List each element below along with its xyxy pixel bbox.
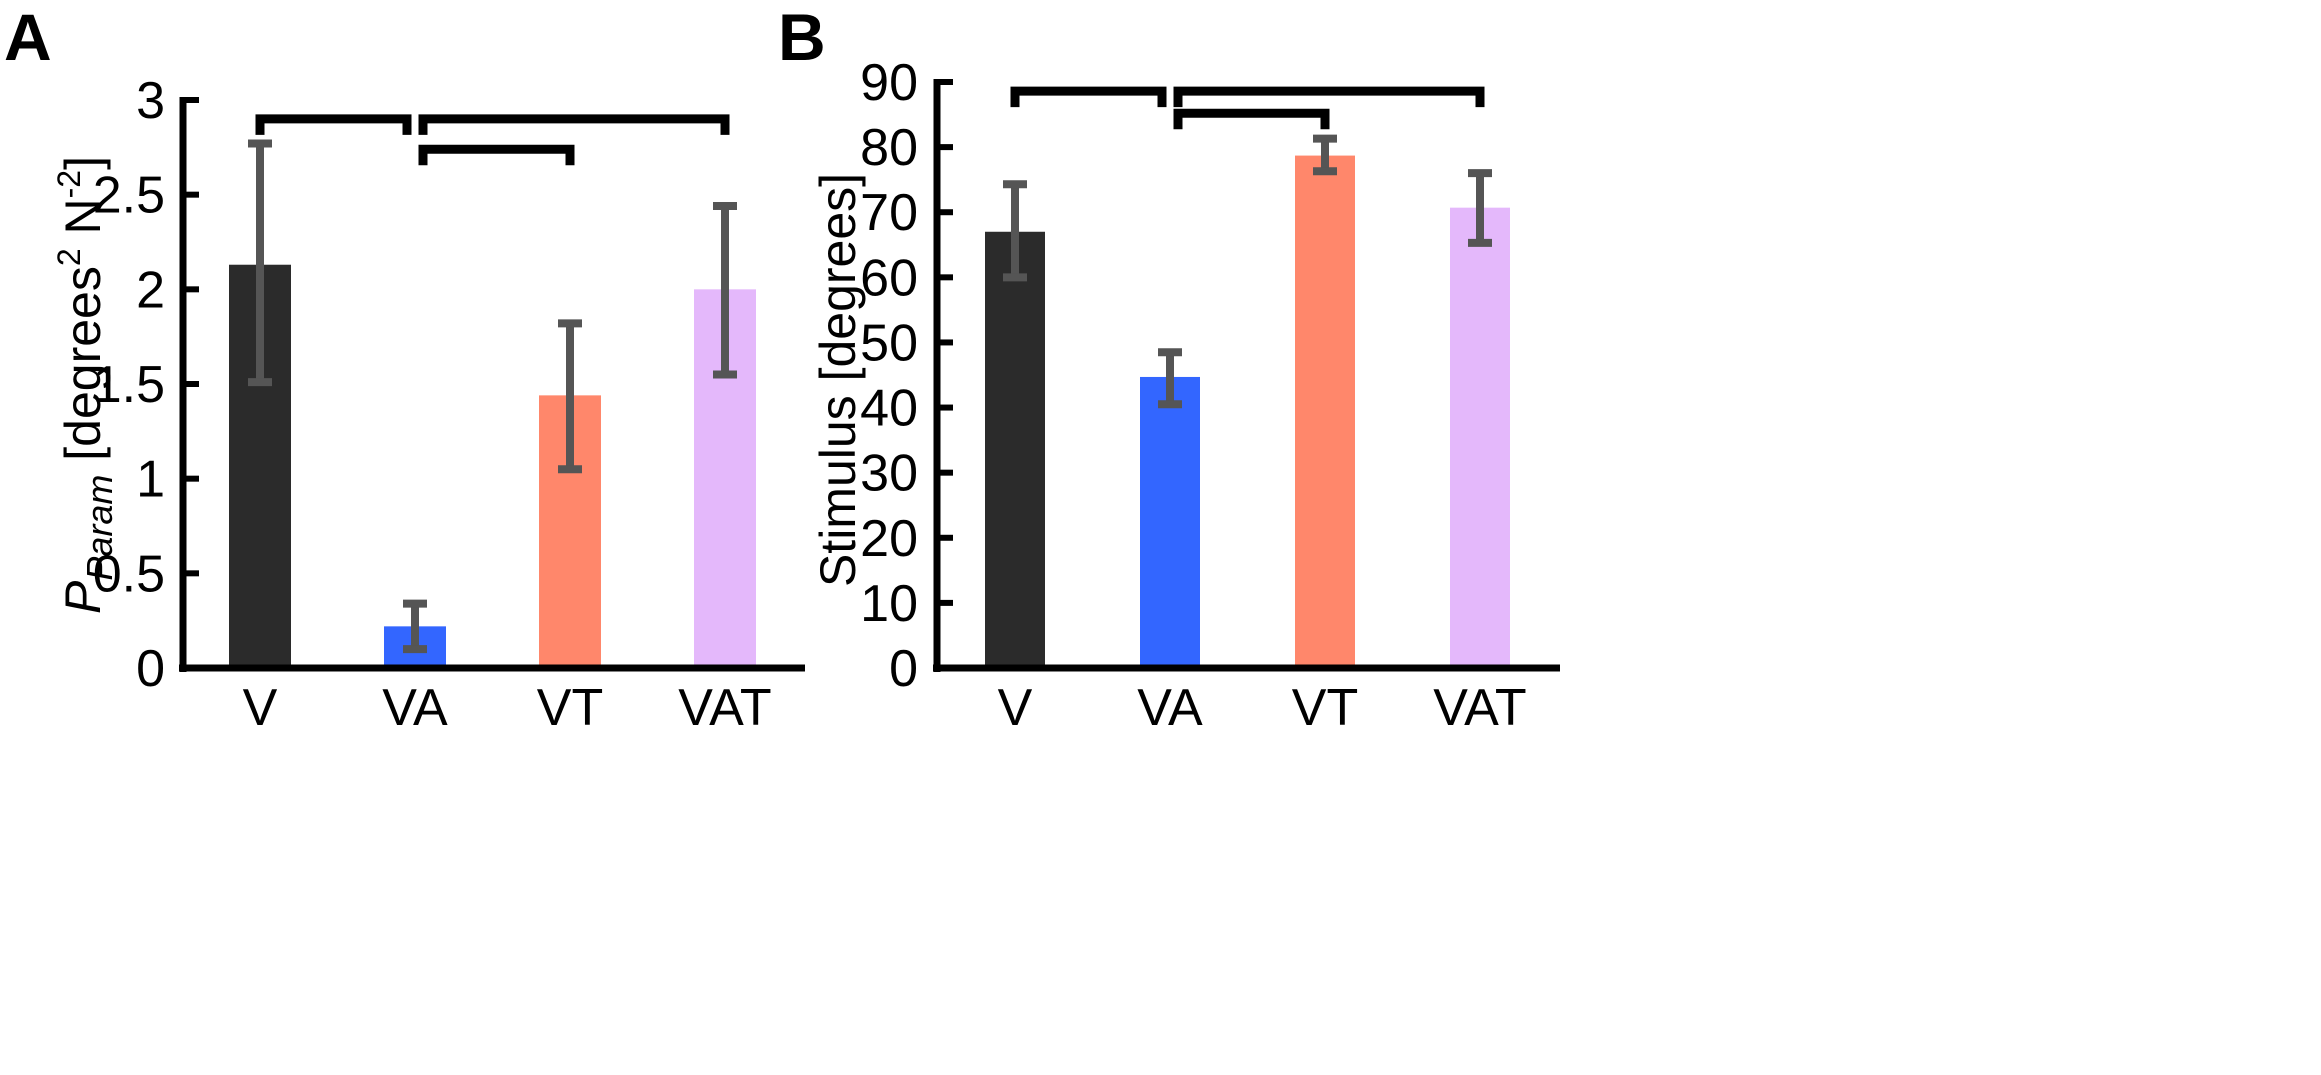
panel-a-x-tick-label-vt: VT — [537, 679, 603, 737]
panel-a-significance-bracket-va-vat — [418, 114, 730, 135]
panel-b-bar-va — [1140, 376, 1200, 668]
panel-b-significance-bracket-va-vt — [1173, 108, 1330, 130]
panel-a-y-tick-label: 1 — [136, 451, 165, 509]
panel-a-ylabel-sup2: -2 — [51, 170, 87, 198]
panel-b-y-tick-label: 10 — [860, 575, 918, 633]
panel-a-significance-bracket-va-vt — [418, 144, 575, 166]
panel-b-plot-area: 0 10 20 30 40 50 60 70 80 90 V VA VT VAT — [860, 54, 1560, 737]
panel-b-y-axis-title: Stimulus [degrees] — [810, 173, 866, 587]
panel-a-y-tick-label: 2 — [136, 261, 165, 319]
panel-a-ylabel-subscript: Param — [79, 475, 120, 581]
panel-b-y-axis-label: Stimulus [degrees] — [810, 173, 866, 587]
panel-a-ylabel-unit-close: ] — [55, 156, 111, 170]
panel-b-x-tick-label-v: V — [998, 679, 1033, 737]
panel-b-significance-bracket-va-vat — [1173, 86, 1485, 108]
panel-a-ylabel-sup1: 2 — [51, 248, 87, 266]
panel-a-x-tick-label-vat: VAT — [678, 679, 771, 737]
panel-b-y-tick-label: 20 — [860, 510, 918, 568]
panel-b-bar-vat — [1450, 207, 1510, 669]
panel-b-y-tick-label: 40 — [860, 380, 918, 438]
panel-b-bar-vt — [1295, 155, 1355, 668]
panel-b-y-tick-label: 60 — [860, 249, 918, 307]
panel-b: B Stimulus [degrees] 0 10 20 30 40 50 60 70 80 90… — [778, 0, 1560, 737]
panel-a-ylabel-unit-open: [degrees — [55, 266, 111, 474]
panel-b-y-tick-label: 0 — [889, 640, 918, 698]
panel-a-x-tick-label-v: V — [243, 679, 278, 737]
panel-a-x-tick-label-va: VA — [382, 679, 448, 737]
panel-b-y-tick-label: 50 — [860, 314, 918, 372]
panel-a-y-tick-label: 3 — [136, 72, 165, 130]
panel-b-significance-bracket-v-va — [1010, 86, 1167, 108]
panel-a-y-tick-label: 0 — [136, 640, 165, 698]
panel-b-y-tick-label: 90 — [860, 54, 918, 112]
panel-b-y-tick-label: 70 — [860, 184, 918, 242]
panel-a-letter: A — [4, 0, 52, 74]
panel-a-y-tick-label: 0.5 — [93, 545, 165, 603]
panel-b-y-tick-label: 80 — [860, 119, 918, 177]
panel-b-x-tick-label-vat: VAT — [1433, 679, 1526, 737]
panel-a-plot-area: 0 0.5 1 1.5 2 2.5 3 V VA VT VAT — [93, 72, 805, 737]
panel-a-ylabel-symbol: P — [55, 580, 111, 614]
panel-a-y-axis-title: PParam [degrees2 N-2] — [51, 156, 120, 614]
panel-b-bar-v — [985, 231, 1045, 668]
panel-b-y-tick-label: 30 — [860, 445, 918, 503]
panel-a-y-axis-label: PParam [degrees2 N-2] — [51, 156, 120, 614]
panel-a: A PParam [degrees2 N-2] 00.511.522.53V VA… — [4, 0, 805, 737]
panel-b-x-tick-label-va: VA — [1137, 679, 1203, 737]
panel-a-ylabel-unit-mid: N — [55, 198, 111, 248]
panel-a-y-tick-label: 1.5 — [93, 356, 165, 414]
panel-a-y-tick-label: 2.5 — [93, 167, 165, 225]
panel-a-significance-bracket-v-va — [255, 114, 412, 135]
panel-b-letter: B — [778, 0, 826, 74]
panel-b-x-tick-label-vt: VT — [1292, 679, 1358, 737]
